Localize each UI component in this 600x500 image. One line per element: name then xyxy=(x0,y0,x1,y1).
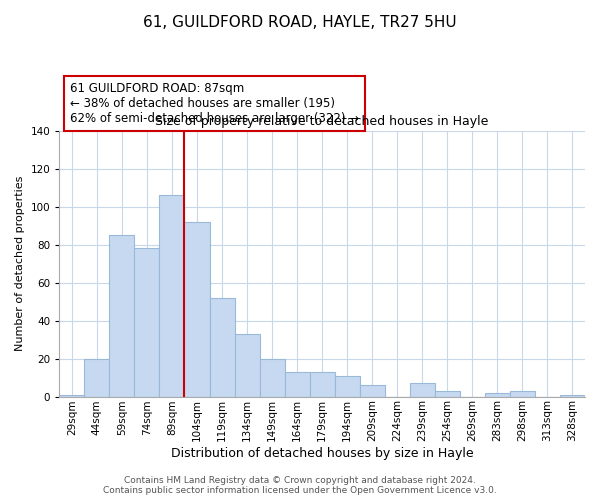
Text: Contains HM Land Registry data © Crown copyright and database right 2024.
Contai: Contains HM Land Registry data © Crown c… xyxy=(103,476,497,495)
Bar xyxy=(310,372,335,396)
Bar xyxy=(410,383,435,396)
Bar xyxy=(510,391,535,396)
Y-axis label: Number of detached properties: Number of detached properties xyxy=(15,176,25,352)
Bar xyxy=(235,334,260,396)
Bar xyxy=(184,222,209,396)
Bar xyxy=(134,248,160,396)
Bar xyxy=(335,376,360,396)
Bar xyxy=(360,385,385,396)
Bar xyxy=(260,358,284,397)
Title: Size of property relative to detached houses in Hayle: Size of property relative to detached ho… xyxy=(155,115,489,128)
Text: 61, GUILDFORD ROAD, HAYLE, TR27 5HU: 61, GUILDFORD ROAD, HAYLE, TR27 5HU xyxy=(143,15,457,30)
Bar xyxy=(85,358,109,397)
Text: 61 GUILDFORD ROAD: 87sqm
← 38% of detached houses are smaller (195)
62% of semi-: 61 GUILDFORD ROAD: 87sqm ← 38% of detach… xyxy=(70,82,359,126)
X-axis label: Distribution of detached houses by size in Hayle: Distribution of detached houses by size … xyxy=(171,447,473,460)
Bar xyxy=(560,394,585,396)
Bar xyxy=(160,196,184,396)
Bar xyxy=(284,372,310,396)
Bar xyxy=(209,298,235,396)
Bar xyxy=(485,392,510,396)
Bar xyxy=(59,394,85,396)
Bar xyxy=(435,391,460,396)
Bar xyxy=(109,235,134,396)
